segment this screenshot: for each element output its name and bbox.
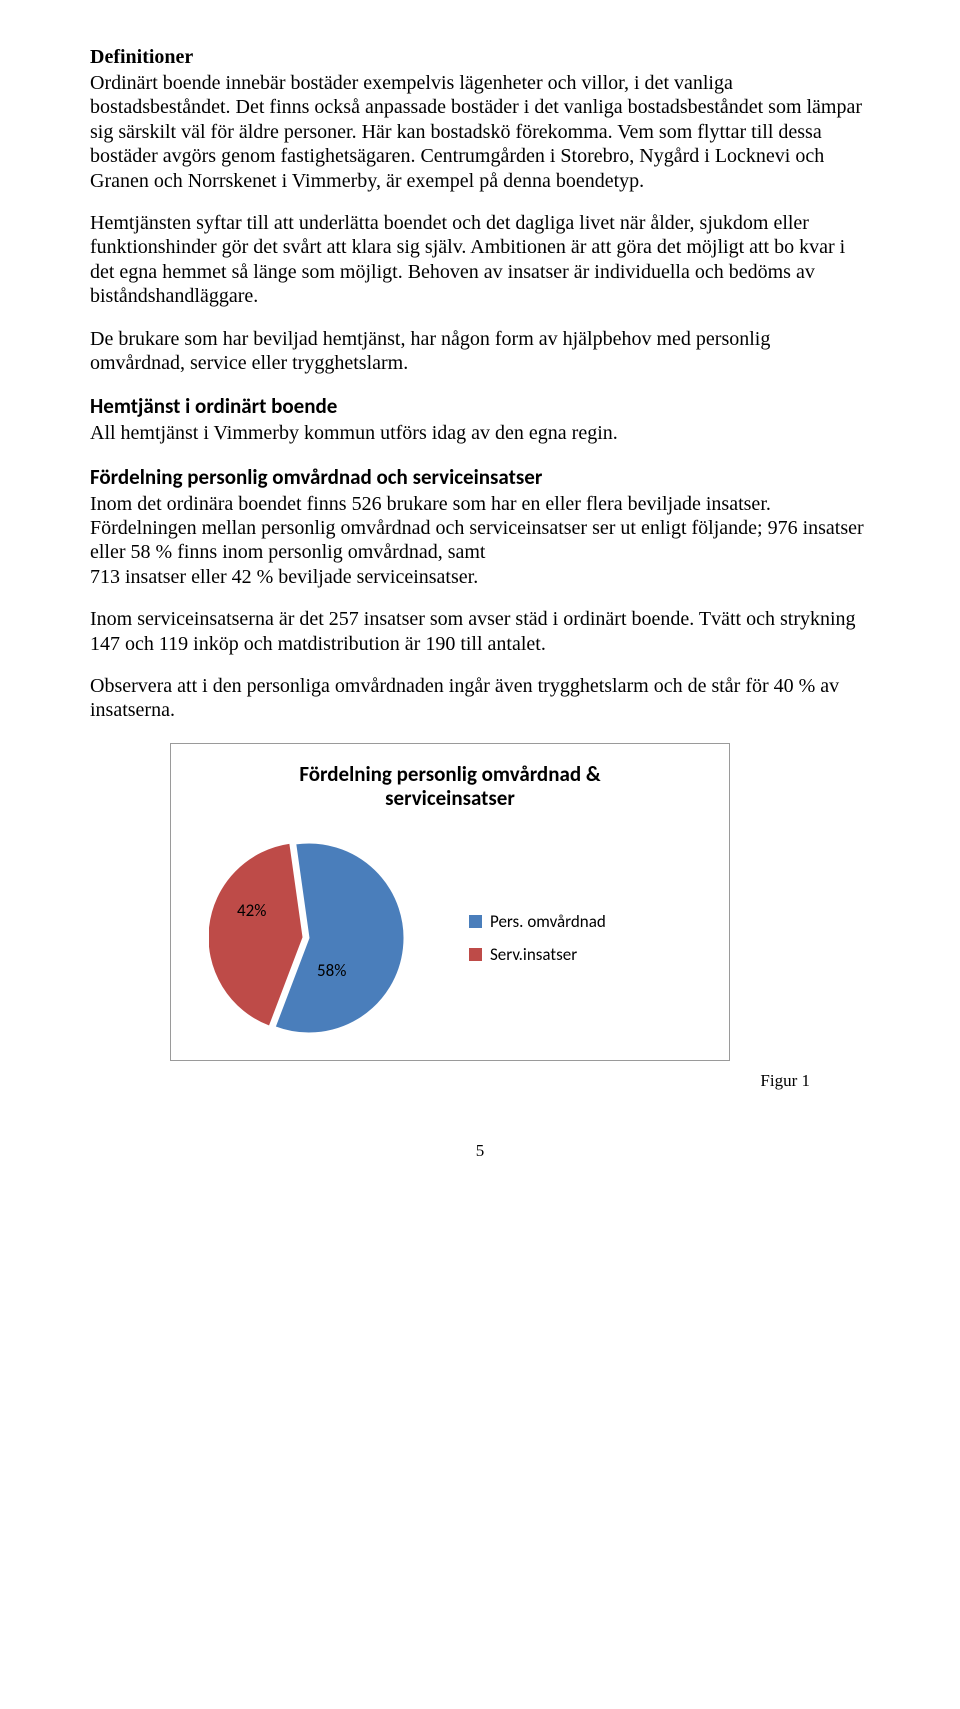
para: All hemtjänst i Vimmerby kommun utförs i… xyxy=(90,421,870,445)
para: De brukare som har beviljad hemtjänst, h… xyxy=(90,327,870,376)
legend-item: Serv.insatser xyxy=(469,944,606,965)
para: Inom serviceinsatserna är det 257 insats… xyxy=(90,607,870,656)
para: Ordinärt boende innebär bostäder exempel… xyxy=(90,71,870,193)
pie-chart xyxy=(209,838,409,1038)
chart-legend: Pers. omvårdnad Serv.insatser xyxy=(469,911,606,965)
para: 713 insatser eller 42 % beviljade servic… xyxy=(90,565,870,589)
section-hemtjanst: Hemtjänst i ordinärt boende All hemtjäns… xyxy=(90,393,870,445)
legend-swatch xyxy=(469,948,482,961)
para: Hemtjänsten syftar till att underlätta b… xyxy=(90,211,870,309)
chart-title-line: Fördelning personlig omvårdnad & xyxy=(299,761,600,787)
pie-chart-container: Fördelning personlig omvårdnad & service… xyxy=(170,743,730,1061)
page-number: 5 xyxy=(90,1141,870,1161)
heading-hemtjanst: Hemtjänst i ordinärt boende xyxy=(90,393,870,419)
figure-caption: Figur 1 xyxy=(170,1071,810,1091)
legend-label: Serv.insatser xyxy=(490,944,577,965)
chart-body: 58% 42% Pers. omvårdnad Serv.insatser xyxy=(189,838,711,1038)
heading-definitioner: Definitioner xyxy=(90,46,870,69)
section-fordelning: Fördelning personlig omvårdnad och servi… xyxy=(90,464,870,723)
chart-title: Fördelning personlig omvårdnad & service… xyxy=(189,762,711,810)
para: Observera att i den personliga omvårdnad… xyxy=(90,674,870,723)
para: Inom det ordinära boendet finns 526 bruk… xyxy=(90,492,870,565)
heading-fordelning: Fördelning personlig omvårdnad och servi… xyxy=(90,464,870,490)
legend-item: Pers. omvårdnad xyxy=(469,911,606,932)
pie-slice-label: 58% xyxy=(317,960,346,981)
legend-label: Pers. omvårdnad xyxy=(490,911,606,932)
pie-slice-label: 42% xyxy=(237,900,266,921)
pie-wrap: 58% 42% xyxy=(209,838,409,1038)
legend-swatch xyxy=(469,915,482,928)
chart-title-line: serviceinsatser xyxy=(385,785,515,811)
section-definitioner: Definitioner Ordinärt boende innebär bos… xyxy=(90,46,870,375)
